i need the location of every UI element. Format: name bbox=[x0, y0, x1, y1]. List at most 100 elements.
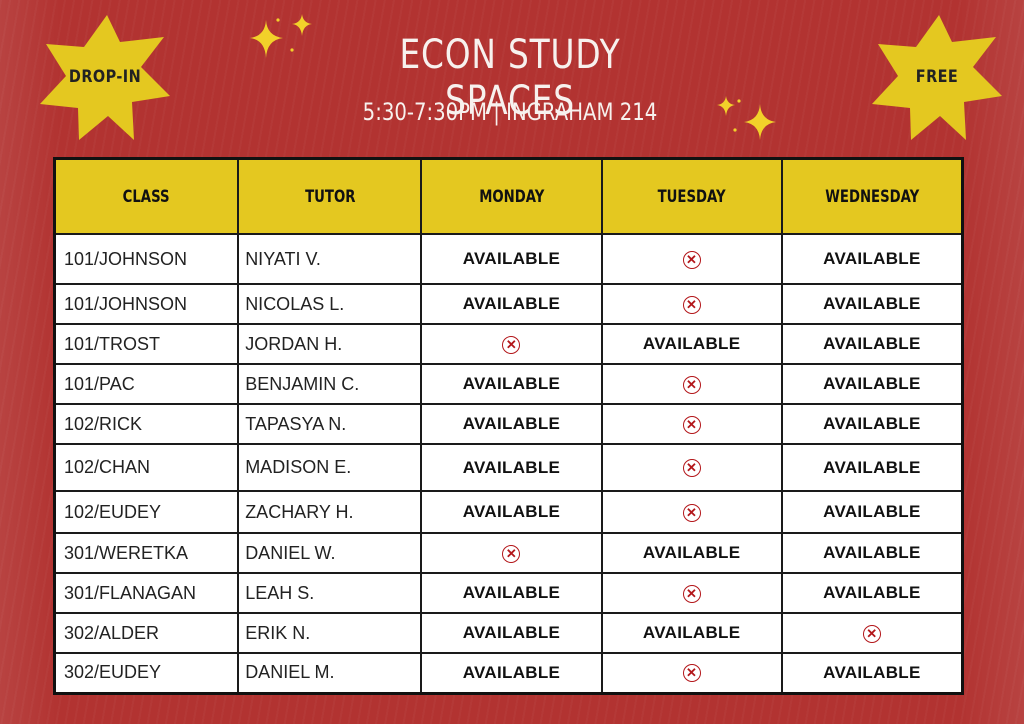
circle-x-icon: ✕ bbox=[682, 664, 701, 683]
tuesday-availability-cell: AVAILABLE bbox=[600, 532, 783, 574]
class-cell: 102/CHAN bbox=[53, 443, 240, 492]
circle-x-icon: ✕ bbox=[682, 584, 701, 603]
monday-availability-cell: AVAILABLE bbox=[420, 612, 603, 654]
monday-availability-cell: ✕ bbox=[420, 532, 603, 574]
circle-x-icon: ✕ bbox=[682, 250, 701, 269]
available-label: AVAILABLE bbox=[823, 457, 921, 477]
tuesday-availability-cell: AVAILABLE bbox=[600, 323, 783, 365]
available-label: AVAILABLE bbox=[462, 662, 561, 682]
wednesday-availability-cell: AVAILABLE bbox=[780, 652, 964, 694]
tuesday-availability-cell: ✕ bbox=[600, 283, 783, 325]
circle-x-icon: ✕ bbox=[862, 624, 881, 643]
tutor-cell: NIYATI V. bbox=[237, 233, 423, 285]
available-label: AVAILABLE bbox=[823, 662, 921, 682]
sparkle-icon bbox=[250, 14, 312, 58]
available-label: AVAILABLE bbox=[823, 543, 921, 562]
circle-x-icon: ✕ bbox=[682, 503, 701, 522]
available-label: AVAILABLE bbox=[823, 414, 921, 433]
monday-availability-cell: AVAILABLE bbox=[420, 572, 603, 614]
available-label: AVAILABLE bbox=[462, 623, 561, 642]
class-cell: 102/EUDEY bbox=[53, 490, 240, 534]
table-row: 301/FLANAGAN LEAH S. AVAILABLE ✕ AVAILABLE bbox=[53, 572, 964, 614]
tutor-cell: DANIEL M. bbox=[237, 652, 423, 694]
time-location-subtitle: 5:30-7:30PM | INGRAHAM 214 bbox=[362, 98, 658, 126]
circle-x-icon: ✕ bbox=[682, 415, 701, 434]
page-title: ECON STUDY SPACES bbox=[399, 32, 621, 124]
tuesday-availability-cell: AVAILABLE bbox=[600, 612, 783, 654]
table-row: 302/ALDER ERIK N. AVAILABLE AVAILABLE ✕ bbox=[53, 612, 964, 654]
class-cell: 101/PAC bbox=[53, 363, 240, 405]
sparkle-icon bbox=[717, 96, 776, 140]
tutor-cell: ZACHARY H. bbox=[237, 490, 423, 534]
tutor-cell: MADISON E. bbox=[237, 443, 423, 492]
column-header-class: CLASS bbox=[53, 157, 240, 235]
starburst-shape-icon bbox=[40, 15, 170, 140]
available-label: AVAILABLE bbox=[462, 583, 561, 602]
tuesday-availability-cell: ✕ bbox=[600, 363, 783, 405]
wednesday-availability-cell: ✕ bbox=[780, 612, 964, 654]
table-row: 102/CHAN MADISON E. AVAILABLE ✕ AVAILABLE bbox=[53, 443, 964, 492]
drop-in-badge: DROP-IN bbox=[38, 12, 172, 142]
available-label: AVAILABLE bbox=[462, 294, 561, 313]
available-label: AVAILABLE bbox=[462, 374, 561, 393]
monday-availability-cell: AVAILABLE bbox=[420, 233, 603, 285]
tutor-cell: NICOLAS L. bbox=[237, 283, 423, 325]
class-cell: 101/TROST bbox=[53, 323, 240, 365]
table-row: 101/JOHNSON NIYATI V. AVAILABLE ✕ AVAILABLE bbox=[53, 233, 964, 285]
class-cell: 101/JOHNSON bbox=[53, 233, 240, 285]
circle-x-icon: ✕ bbox=[682, 459, 701, 478]
circle-x-icon: ✕ bbox=[682, 295, 701, 314]
monday-availability-cell: AVAILABLE bbox=[420, 363, 603, 405]
monday-availability-cell: AVAILABLE bbox=[420, 443, 603, 492]
column-header-wednesday: WEDNESDAY bbox=[780, 157, 964, 235]
monday-availability-cell: AVAILABLE bbox=[420, 652, 603, 694]
class-cell: 302/EUDEY bbox=[53, 652, 240, 694]
table-row: 102/RICK TAPASYA N. AVAILABLE ✕ AVAILABLE bbox=[53, 403, 964, 445]
circle-x-icon: ✕ bbox=[682, 375, 701, 394]
table-row: 102/EUDEY ZACHARY H. AVAILABLE ✕ AVAILABLE bbox=[53, 490, 964, 534]
circle-x-icon: ✕ bbox=[502, 544, 521, 563]
tutor-cell: ERIK N. bbox=[237, 612, 423, 654]
table-header-row: CLASS TUTOR MONDAY TUESDAY WEDNESDAY bbox=[53, 157, 964, 235]
wednesday-availability-cell: AVAILABLE bbox=[780, 323, 964, 365]
tuesday-availability-cell: ✕ bbox=[600, 572, 783, 614]
wednesday-availability-cell: AVAILABLE bbox=[780, 363, 964, 405]
table-row: 101/PAC BENJAMIN C. AVAILABLE ✕ AVAILABLE bbox=[53, 363, 964, 405]
column-header-tuesday: TUESDAY bbox=[600, 157, 783, 235]
drop-in-label: DROP-IN bbox=[68, 67, 142, 87]
monday-availability-cell: AVAILABLE bbox=[420, 490, 603, 534]
starburst-shape-icon bbox=[872, 15, 1002, 140]
tuesday-availability-cell: ✕ bbox=[600, 652, 783, 694]
available-label: AVAILABLE bbox=[823, 294, 921, 313]
class-cell: 101/JOHNSON bbox=[53, 283, 240, 325]
monday-availability-cell: AVAILABLE bbox=[420, 403, 603, 445]
wednesday-availability-cell: AVAILABLE bbox=[780, 490, 964, 534]
tutor-cell: TAPASYA N. bbox=[237, 403, 423, 445]
available-label: AVAILABLE bbox=[823, 334, 921, 353]
table-row: 302/EUDEY DANIEL M. AVAILABLE ✕ AVAILABLE bbox=[53, 652, 964, 694]
tutor-cell: JORDAN H. bbox=[237, 323, 423, 365]
wednesday-availability-cell: AVAILABLE bbox=[780, 403, 964, 445]
wednesday-availability-cell: AVAILABLE bbox=[780, 572, 964, 614]
available-label: AVAILABLE bbox=[823, 583, 921, 602]
available-label: AVAILABLE bbox=[642, 334, 741, 353]
monday-availability-cell: AVAILABLE bbox=[420, 283, 603, 325]
wednesday-availability-cell: AVAILABLE bbox=[780, 443, 964, 492]
tuesday-availability-cell: ✕ bbox=[600, 443, 783, 492]
available-label: AVAILABLE bbox=[642, 543, 741, 562]
wednesday-availability-cell: AVAILABLE bbox=[780, 532, 964, 574]
class-cell: 301/FLANAGAN bbox=[53, 572, 240, 614]
tutor-cell: BENJAMIN C. bbox=[237, 363, 423, 405]
table-row: 101/JOHNSON NICOLAS L. AVAILABLE ✕ AVAILABLE bbox=[53, 283, 964, 325]
available-label: AVAILABLE bbox=[823, 502, 921, 521]
free-badge: FREE bbox=[870, 12, 1004, 142]
wednesday-availability-cell: AVAILABLE bbox=[780, 283, 964, 325]
class-cell: 302/ALDER bbox=[53, 612, 240, 654]
column-header-monday: MONDAY bbox=[420, 157, 603, 235]
tutor-cell: LEAH S. bbox=[237, 572, 423, 614]
tuesday-availability-cell: ✕ bbox=[600, 490, 783, 534]
available-label: AVAILABLE bbox=[823, 249, 921, 268]
available-label: AVAILABLE bbox=[462, 502, 561, 521]
table-row: 301/WERETKA DANIEL W. ✕ AVAILABLE AVAILABLE bbox=[53, 532, 964, 574]
free-label: FREE bbox=[915, 67, 959, 87]
